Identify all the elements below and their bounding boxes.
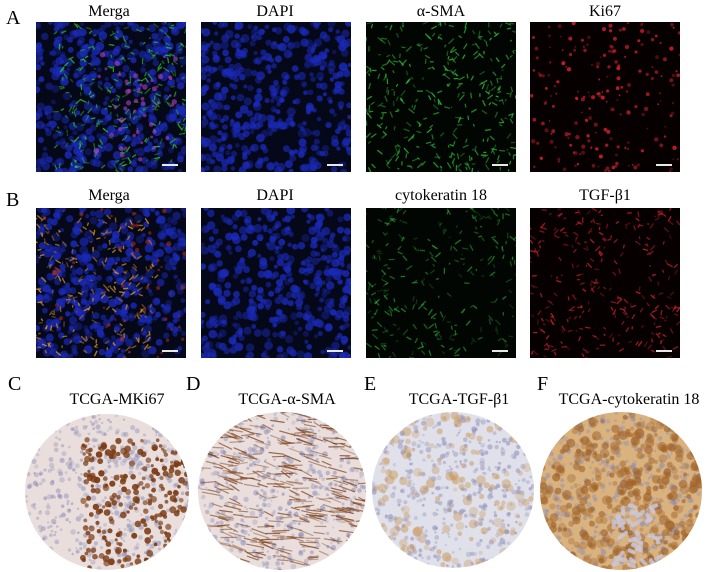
label-a-dapi: DAPI — [256, 3, 294, 20]
image-b-ck18 — [366, 208, 516, 358]
ihc-disc-ck18 — [540, 412, 702, 570]
ihc-disc-tgfb1 — [372, 412, 534, 568]
label-a-merge: Merga — [88, 3, 130, 20]
scale-bar — [162, 164, 178, 166]
ihc-disc-mki67 — [25, 414, 189, 570]
image-b-merge — [36, 208, 186, 358]
title-c: TCGA-MKi67 — [69, 391, 165, 408]
image-a-merge — [36, 22, 186, 172]
label-a-sma: α-SMA — [416, 3, 466, 20]
panel-letter-a: A — [6, 7, 21, 29]
title-f: TCGA-cytokeratin 18 — [558, 391, 700, 408]
scale-bar — [492, 164, 508, 166]
scale-bar — [327, 350, 343, 352]
panel-letter-e: E — [364, 373, 377, 395]
image-a-ki67 — [530, 22, 680, 172]
panel-letter-f: F — [537, 373, 549, 395]
scale-bar — [656, 164, 672, 166]
label-b-dapi: DAPI — [256, 187, 294, 204]
image-b-dapi — [201, 208, 351, 358]
label-a-ki67: Ki67 — [589, 3, 621, 20]
label-b-tgfb1: TGF-β1 — [579, 187, 631, 204]
panel-letter-b: B — [6, 189, 20, 211]
scale-bar — [492, 350, 508, 352]
scale-bar — [327, 164, 343, 166]
scale-bar — [656, 350, 672, 352]
label-b-ck18: cytokeratin 18 — [395, 187, 487, 204]
scale-bar — [162, 350, 178, 352]
label-b-merge: Merga — [88, 187, 130, 204]
panel-letter-c: C — [8, 373, 22, 395]
title-d: TCGA-α-SMA — [238, 391, 336, 408]
title-e: TCGA-TGF-β1 — [408, 391, 510, 408]
panel-letter-d: D — [186, 373, 201, 395]
ihc-disc-sma — [198, 412, 366, 570]
image-a-dapi — [201, 22, 351, 172]
image-a-sma — [366, 22, 516, 172]
image-b-tgfb1 — [530, 208, 680, 358]
